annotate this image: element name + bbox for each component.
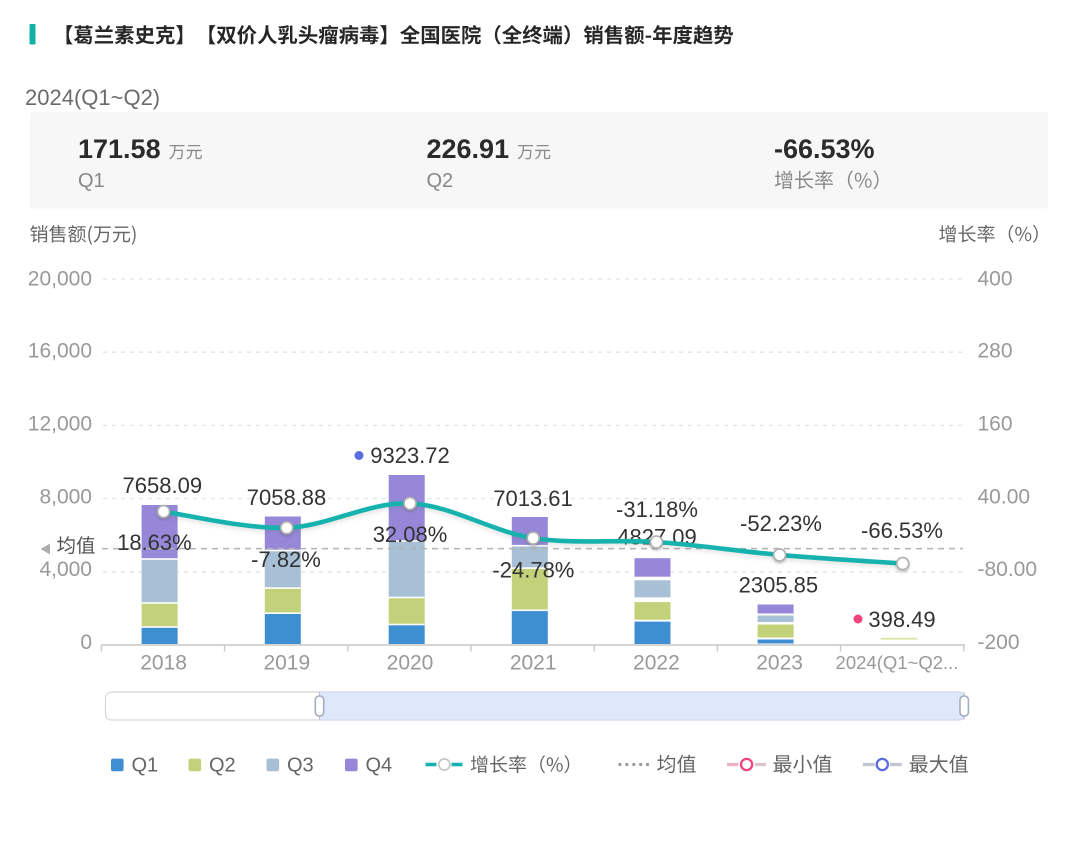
svg-text:-7.82%: -7.82% <box>251 547 321 572</box>
svg-text:398.49: 398.49 <box>868 607 935 632</box>
svg-text:12,000: 12,000 <box>28 413 92 436</box>
svg-text:2020: 2020 <box>387 652 434 675</box>
svg-text:9323.72: 9323.72 <box>370 443 450 468</box>
svg-text:171.58: 171.58 <box>78 134 161 164</box>
svg-text:-80.00: -80.00 <box>978 558 1038 581</box>
svg-text:2022: 2022 <box>633 652 680 675</box>
svg-text:Q2: Q2 <box>209 755 236 777</box>
svg-text:2024(Q1~Q2...: 2024(Q1~Q2... <box>836 652 959 673</box>
svg-text:280: 280 <box>978 340 1013 363</box>
svg-text:2021: 2021 <box>510 652 557 675</box>
svg-text:40.00: 40.00 <box>978 485 1031 508</box>
svg-text:160: 160 <box>978 413 1013 436</box>
svg-text:7058.88: 7058.88 <box>247 485 327 510</box>
svg-text:2023: 2023 <box>756 652 803 675</box>
svg-text:Q1: Q1 <box>132 755 159 777</box>
svg-text:2024(Q1~Q2): 2024(Q1~Q2) <box>25 85 160 110</box>
svg-text:0: 0 <box>80 631 92 654</box>
svg-text:-200: -200 <box>978 631 1020 654</box>
svg-text:Q4: Q4 <box>366 755 393 777</box>
svg-text:-31.18%: -31.18% <box>616 497 698 522</box>
svg-text:8,000: 8,000 <box>39 485 92 508</box>
svg-text:7013.61: 7013.61 <box>493 486 573 511</box>
svg-text:18.63%: 18.63% <box>117 530 192 555</box>
svg-text:4,000: 4,000 <box>39 558 92 581</box>
svg-text:-24.78%: -24.78% <box>492 557 574 582</box>
svg-text:20,000: 20,000 <box>28 267 92 290</box>
svg-text:2018: 2018 <box>140 652 187 675</box>
svg-text:32.08%: 32.08% <box>373 522 448 547</box>
svg-text:Q3: Q3 <box>287 755 314 777</box>
svg-text:226.91: 226.91 <box>427 134 510 164</box>
svg-text:2305.85: 2305.85 <box>739 573 819 598</box>
svg-text:-66.53%: -66.53% <box>774 134 875 164</box>
svg-text:-66.53%: -66.53% <box>861 518 943 543</box>
svg-text:7658.09: 7658.09 <box>123 473 203 498</box>
svg-text:2019: 2019 <box>263 652 310 675</box>
svg-text:-52.23%: -52.23% <box>740 511 822 536</box>
svg-text:400: 400 <box>978 267 1013 290</box>
svg-text:Q2: Q2 <box>427 170 454 192</box>
svg-text:16,000: 16,000 <box>28 340 92 363</box>
svg-text:Q1: Q1 <box>78 170 105 192</box>
